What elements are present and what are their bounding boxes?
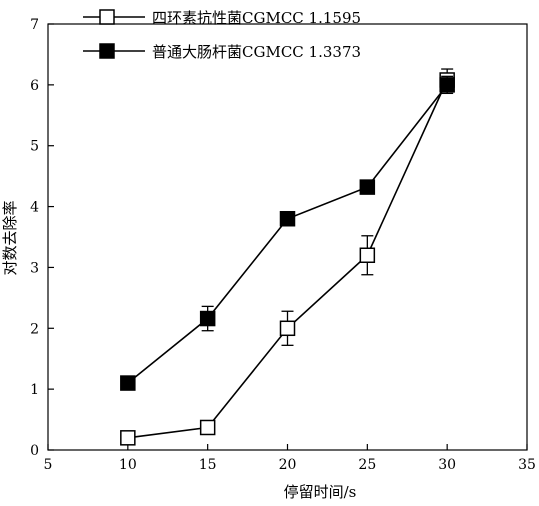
x-tick-label: 30: [438, 457, 456, 473]
x-axis-label: 停留时间/s: [284, 483, 357, 501]
y-tick-label: 7: [30, 17, 39, 33]
y-axis-label: 对数去除率: [1, 200, 19, 275]
series-1: [120, 75, 455, 391]
legend-marker: [99, 43, 115, 59]
x-tick-label: 10: [119, 457, 137, 473]
data-point: [120, 375, 136, 391]
legend-marker: [99, 9, 115, 25]
y-tick-label: 6: [30, 78, 39, 94]
data-point: [359, 247, 376, 264]
y-tick-label: 2: [30, 321, 39, 337]
series-layer: [120, 68, 455, 446]
x-tick-label: 35: [518, 457, 536, 473]
data-point: [359, 179, 376, 195]
data-point: [199, 310, 216, 327]
series-line: [127, 79, 448, 439]
y-tick-label: 4: [30, 200, 39, 216]
data-point: [279, 320, 296, 337]
legend: 四环素抗性菌CGMCC 1.1595 普通大肠杆菌CGMCC 1.3373: [83, 9, 361, 61]
plot-frame: [47, 23, 528, 451]
x-tick-label: 5: [44, 457, 53, 473]
y-tick-label: 0: [30, 443, 39, 459]
data-point: [120, 430, 136, 446]
axes: 5 10 15 20 25 30 35 0 1 2 3 4 5 6 7: [30, 17, 536, 473]
y-tick-label: 5: [30, 139, 39, 155]
x-tick-label: 15: [199, 457, 217, 473]
legend-label: 普通大肠杆菌CGMCC 1.3373: [152, 43, 361, 61]
legend-label: 四环素抗性菌CGMCC 1.1595: [152, 9, 361, 27]
series-0: [120, 68, 455, 446]
data-point: [199, 419, 216, 436]
data-point: [279, 210, 296, 227]
data-point: [439, 77, 455, 93]
x-tick-label: 25: [358, 457, 376, 473]
x-tick-label: 20: [279, 457, 297, 473]
y-tick-label: 1: [30, 382, 39, 398]
y-tick-label: 3: [30, 260, 39, 276]
